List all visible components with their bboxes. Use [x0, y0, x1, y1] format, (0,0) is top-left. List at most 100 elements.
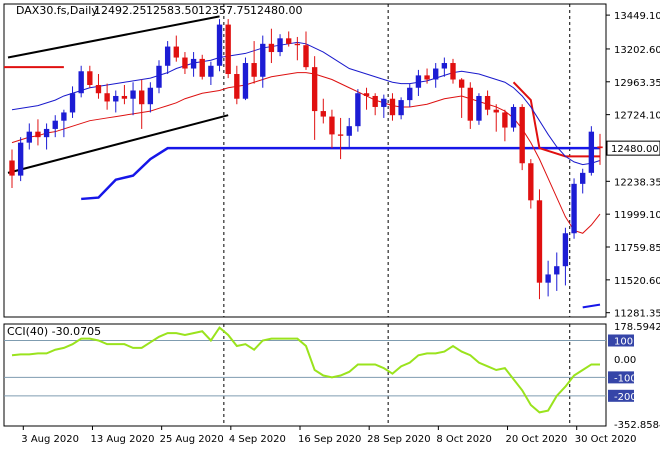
candle-body — [346, 126, 352, 136]
candle-body — [121, 95, 128, 99]
cci-label: CCI(40) -30.0705 — [7, 325, 101, 338]
price-tick-label: 11520.60 — [614, 276, 660, 287]
candle-body — [381, 98, 387, 107]
cci-tick-label: -352.8584 — [614, 420, 660, 431]
date-tick-label: 4 Sep 2020 — [229, 434, 286, 445]
date-tick-label: 16 Sep 2020 — [298, 434, 361, 445]
candle-body — [554, 266, 560, 275]
candle-body — [147, 87, 154, 105]
candle-body — [571, 183, 577, 234]
date-tick-label: 25 Aug 2020 — [160, 434, 224, 445]
candle-body — [52, 120, 58, 129]
candle-body — [260, 43, 266, 77]
date-tick-label: 20 Oct 2020 — [506, 434, 568, 445]
candle-body — [35, 131, 41, 138]
cci-line — [11, 326, 600, 414]
header-ohlc-value: 12357.75 — [198, 4, 251, 17]
candle-body — [173, 46, 179, 58]
candle-body — [355, 93, 361, 127]
date-tick-label: 13 Aug 2020 — [90, 434, 154, 445]
candle-body — [234, 74, 240, 99]
price-tick-label: 12724.10 — [614, 111, 660, 122]
candle-body — [43, 128, 50, 138]
cci-tick-label: 100 — [614, 336, 633, 347]
cci-tick-label: 178.5942 — [614, 322, 660, 333]
price-tick-label: 13202.60 — [614, 45, 660, 56]
last-price-box — [606, 140, 660, 156]
candle-body — [164, 46, 171, 66]
date-tick-label: 28 Sep 2020 — [367, 434, 430, 445]
candle-body — [190, 58, 197, 69]
candle-body — [156, 65, 162, 88]
candle-body — [199, 58, 205, 77]
candle-body — [225, 24, 231, 75]
last-price-label: 12480.00 — [611, 144, 659, 155]
candle-body — [303, 45, 309, 68]
price-tick-label: 13449.10 — [614, 11, 660, 22]
support-level-line — [81, 146, 600, 201]
slow-moving-average-line — [11, 72, 601, 234]
candle-body — [389, 98, 396, 116]
header-ohlc-value: 12492.25 — [94, 4, 147, 17]
candle-body — [337, 134, 344, 136]
candle-body — [562, 233, 569, 267]
candle-body — [139, 90, 145, 105]
candle-body — [130, 90, 136, 99]
candle-body — [510, 106, 517, 128]
candle-body — [407, 87, 413, 101]
candle-body — [580, 172, 586, 184]
candle-body — [329, 116, 335, 135]
candle-body — [268, 43, 275, 53]
header-ohlc-value: 12480.00 — [250, 4, 303, 17]
candle-body — [78, 71, 84, 94]
candle-body — [536, 200, 543, 283]
candle-body — [450, 63, 456, 80]
candle-body — [251, 63, 257, 77]
candle-body — [458, 79, 465, 88]
cci-tick-label: -100 — [614, 373, 637, 384]
price-tick-label: 11999.10 — [614, 210, 660, 221]
candle-body — [398, 100, 404, 116]
date-tick-label: 30 Oct 2020 — [575, 434, 637, 445]
candle-body — [597, 146, 603, 149]
lower-trendline — [7, 114, 229, 174]
candle-body — [545, 274, 551, 283]
candle-body — [113, 95, 119, 102]
price-tick-label: 12238.35 — [614, 177, 660, 188]
candle-body — [208, 65, 214, 77]
candle-body — [277, 38, 283, 53]
candle-body — [17, 142, 24, 176]
candle-body — [104, 93, 110, 102]
cci-tick-label: -200 — [614, 392, 637, 403]
candle-body — [87, 71, 93, 85]
candle-body — [242, 63, 249, 99]
red-resistance-line — [512, 81, 600, 158]
candle-body — [26, 131, 32, 143]
candle-body — [502, 112, 508, 128]
candle-body — [311, 67, 318, 112]
candle-body — [363, 93, 370, 96]
candle-body — [415, 75, 422, 88]
candle-body — [216, 24, 223, 66]
candle-body — [519, 106, 525, 164]
candle-body — [9, 160, 15, 176]
candle-body — [294, 43, 301, 46]
candle-body — [69, 93, 76, 113]
candle-body — [286, 38, 292, 44]
cci-level-box — [608, 371, 634, 384]
candle-body — [320, 111, 326, 117]
candle-body — [588, 131, 595, 173]
price-tick-label: 12963.35 — [614, 78, 660, 89]
price-tick-label: 11281.35 — [614, 309, 660, 320]
candle-body — [182, 57, 188, 69]
upper-trendline — [7, 15, 220, 59]
candle-body — [493, 109, 499, 113]
candle-body — [467, 87, 473, 121]
candle-body — [95, 84, 102, 94]
cci-level-box — [608, 334, 634, 347]
chart-title: DAX30.fs,Daily — [16, 4, 98, 17]
candle-body — [424, 75, 430, 80]
